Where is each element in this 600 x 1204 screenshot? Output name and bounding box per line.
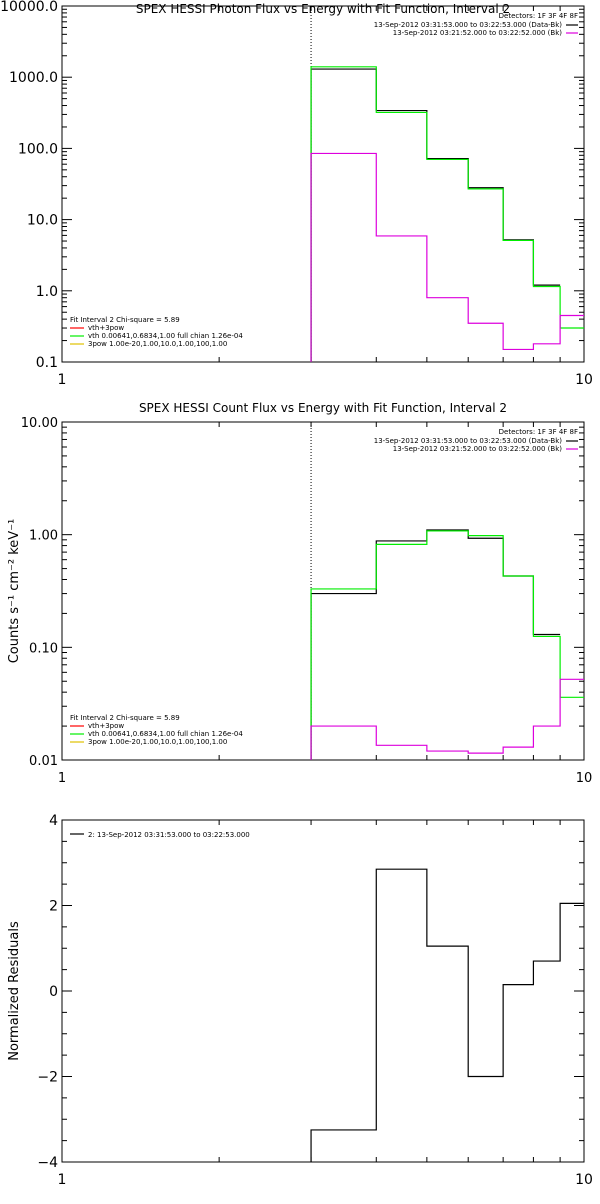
legend-entry: 13-Sep-2012 03:21:52.000 to 03:22:52.000… <box>393 445 563 453</box>
y-tick-label: 10000.0 <box>0 0 58 15</box>
y-tick-label: 0.1 <box>36 355 58 371</box>
x-tick-label: 1 <box>58 771 66 786</box>
plot-frame <box>61 819 585 1163</box>
chart-panel-3: 1 10 4 2 0 −2 −4 Normalized Residuals 2: 13-Sep-… <box>7 813 593 1188</box>
x-tick-label: 10 <box>575 1172 593 1188</box>
legend-fit-info: Fit Interval 2 Chi-square = 5.89 <box>70 316 180 324</box>
chart-title: SPEX HESSI Count Flux vs Energy with Fit… <box>139 401 507 415</box>
legend-entry: vth+3pow <box>88 722 124 730</box>
plot-frame <box>61 5 585 363</box>
series-line-2 <box>310 66 584 362</box>
chart-panel-1: SPEX HESSI Photon Flux vs Energy with Fi… <box>0 0 593 388</box>
y-tick-label: 4 <box>49 813 58 829</box>
series-line-2 <box>310 530 584 760</box>
legend-entry: vth 0.00641,0.6834,1.00 full chian 1.26e… <box>88 332 243 340</box>
legend-entry: 13-Sep-2012 03:31:53.000 to 03:22:53.000… <box>374 437 563 445</box>
x-tick-label: 10 <box>575 372 593 388</box>
legend-entry: 13-Sep-2012 03:21:52.000 to 03:22:52.000… <box>393 29 563 37</box>
series-line-3 <box>310 678 584 760</box>
x-tick-label: 10 <box>576 771 593 786</box>
legend-entry: 3pow 1.00e-20,1.00,10.0,1.00,100,1.00 <box>88 340 227 348</box>
y-tick-label: 0 <box>49 984 58 1000</box>
y-tick-label: 10.00 <box>21 416 58 431</box>
legend-detectors: Detectors: 1F 3F 4F 8F <box>499 428 578 436</box>
y-tick-label: 1000.0 <box>9 70 58 86</box>
y-axis-label: Counts s⁻¹ cm⁻² keV⁻¹ <box>7 519 22 664</box>
y-tick-label: 1.0 <box>36 284 58 300</box>
y-tick-label: 2 <box>49 899 58 915</box>
y-tick-label: −2 <box>37 1070 58 1086</box>
x-tick-label: 1 <box>58 1172 67 1188</box>
legend-entry: 13-Sep-2012 03:31:53.000 to 03:22:53.000… <box>374 21 563 29</box>
y-tick-label: −4 <box>37 1155 58 1171</box>
y-tick-label: 0.10 <box>29 641 58 656</box>
y-tick-label: 1.00 <box>29 529 58 544</box>
legend-detectors: Detectors: 1F 3F 4F 8F <box>499 12 578 20</box>
legend-entry: vth+3pow <box>88 324 124 332</box>
series-line-3 <box>310 152 584 362</box>
legend-fit-info: Fit Interval 2 Chi-square = 5.89 <box>70 714 180 722</box>
series-line-1 <box>310 868 584 1162</box>
chart-panel-2: SPEX HESSI Count Flux vs Energy with Fit… <box>7 401 592 786</box>
plot-frame <box>61 421 585 761</box>
y-tick-label: 0.01 <box>29 754 58 769</box>
series-line-1 <box>310 68 561 362</box>
y-tick-label: 100.0 <box>18 141 58 157</box>
legend-entry: vth 0.00641,0.6834,1.00 full chian 1.26e… <box>88 730 243 738</box>
chart-title: SPEX HESSI Photon Flux vs Energy with Fi… <box>136 2 510 16</box>
x-tick-label: 1 <box>58 372 67 388</box>
y-tick-label: 10.0 <box>27 213 58 229</box>
y-axis-label: Normalized Residuals <box>7 921 22 1061</box>
legend-entry: 3pow 1.00e-20,1.00,10.0,1.00,100,1.00 <box>88 738 227 746</box>
legend-entry: 2: 13-Sep-2012 03:31:53.000 to 03:22:53.… <box>88 831 250 839</box>
